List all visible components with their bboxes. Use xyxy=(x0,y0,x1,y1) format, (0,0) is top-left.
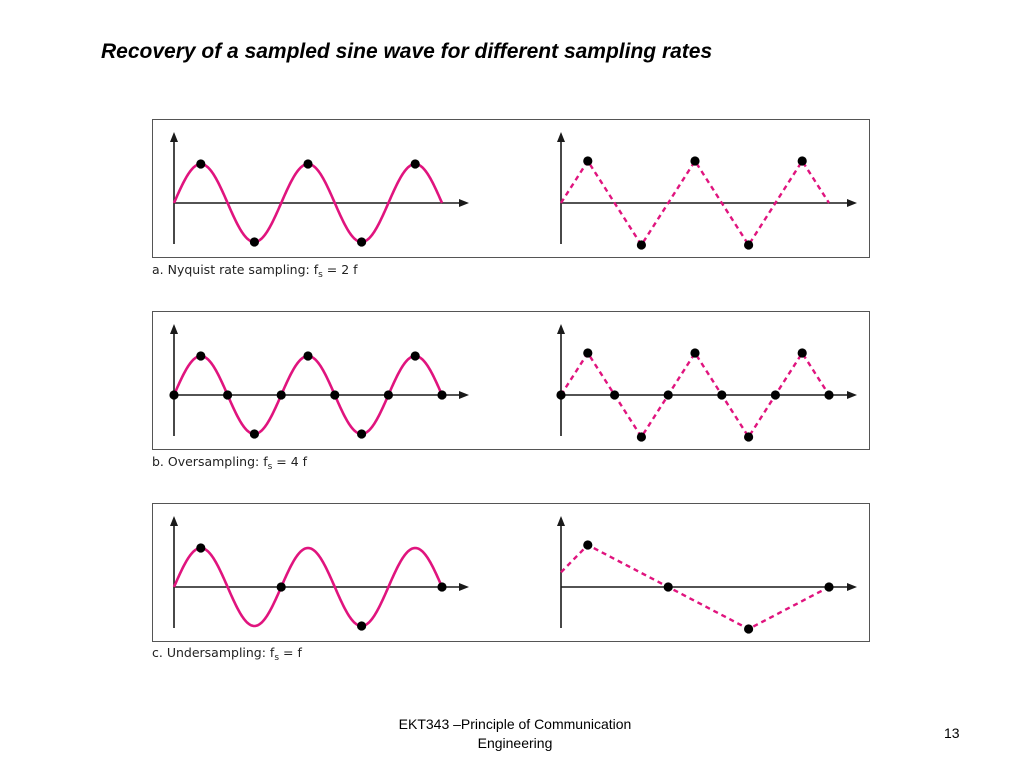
sample-dot-0 xyxy=(169,390,179,400)
caption-nyquist-suffix: = 2 f xyxy=(322,262,358,277)
caption-nyquist: a. Nyquist rate sampling: fs = 2 f xyxy=(152,262,358,280)
recovered-dot-3 xyxy=(824,582,834,592)
caption-undersampling-suffix: = f xyxy=(279,645,302,660)
recovered-dot-0 xyxy=(556,390,566,400)
recovered-dot-3 xyxy=(744,240,754,250)
right-y-axis-arrow xyxy=(557,516,565,526)
recovered-dot-0 xyxy=(583,156,593,166)
left-x-axis-arrow xyxy=(459,199,469,207)
panel-undersampling xyxy=(152,503,870,642)
footer-line-2: Engineering xyxy=(477,735,553,751)
caption-undersampling: c. Undersampling: fs = f xyxy=(152,645,302,663)
right-x-axis-arrow xyxy=(847,391,857,399)
caption-nyquist-prefix: a. Nyquist rate sampling: f xyxy=(152,262,319,277)
sample-dot-7 xyxy=(357,429,367,439)
sample-dot-2 xyxy=(303,159,313,169)
sample-dot-3 xyxy=(357,237,367,247)
slide-footer: EKT343 –Principle of Communication Engin… xyxy=(365,715,665,753)
sample-dot-10 xyxy=(437,390,447,400)
right-y-axis-arrow xyxy=(557,324,565,334)
caption-oversampling-sub: s xyxy=(267,462,273,472)
recovered-dot-6 xyxy=(717,390,727,400)
panel-undersampling-svg xyxy=(170,516,857,634)
recovered-dot-2 xyxy=(690,156,700,166)
recovered-dot-5 xyxy=(690,348,700,358)
sample-dot-4 xyxy=(410,159,420,169)
left-x-axis-arrow xyxy=(459,583,469,591)
sample-dot-0 xyxy=(196,159,206,169)
sample-dot-1 xyxy=(196,351,206,361)
recovered-dot-10 xyxy=(824,390,834,400)
recovered-dot-0 xyxy=(583,540,593,550)
sample-dot-0 xyxy=(196,543,206,553)
caption-oversampling: b. Oversampling: fs = 4 f xyxy=(152,454,308,472)
sample-dot-1 xyxy=(249,237,259,247)
panel-nyquist xyxy=(152,119,870,258)
slide-title: Recovery of a sampled sine wave for diff… xyxy=(101,40,713,63)
sample-dot-2 xyxy=(357,621,367,631)
recovered-dot-3 xyxy=(636,432,646,442)
sample-dot-3 xyxy=(437,582,447,592)
sample-dot-6 xyxy=(330,390,340,400)
right-y-axis-arrow xyxy=(557,132,565,142)
recovered-dot-4 xyxy=(797,156,807,166)
left-y-axis-arrow xyxy=(170,132,178,142)
left-y-axis-arrow xyxy=(170,516,178,526)
sample-dot-4 xyxy=(276,390,286,400)
sine-wave xyxy=(172,546,444,628)
panel-oversampling-svg xyxy=(169,324,857,442)
sample-dot-9 xyxy=(410,351,420,361)
sample-dot-3 xyxy=(249,429,259,439)
caption-nyquist-sub: s xyxy=(318,270,323,280)
recovered-dot-9 xyxy=(797,348,807,358)
recovered-dot-2 xyxy=(744,624,754,634)
sample-dot-1 xyxy=(276,582,286,592)
sample-dot-2 xyxy=(223,390,233,400)
footer-line-1: EKT343 –Principle of Communication xyxy=(398,716,632,732)
right-x-axis-arrow xyxy=(847,199,857,207)
panel-nyquist-svg xyxy=(170,132,857,250)
caption-undersampling-sub: s xyxy=(274,653,280,663)
recovered-dot-1 xyxy=(663,582,673,592)
recovered-wave xyxy=(559,350,831,440)
recovered-dot-1 xyxy=(583,348,593,358)
caption-oversampling-prefix: b. Oversampling: f xyxy=(152,454,268,469)
recovered-dot-8 xyxy=(770,390,781,400)
sample-dot-5 xyxy=(303,351,313,361)
recovered-dot-2 xyxy=(610,390,620,400)
left-y-axis-arrow xyxy=(170,324,178,334)
caption-undersampling-prefix: c. Undersampling: f xyxy=(152,645,275,660)
caption-oversampling-suffix: = 4 f xyxy=(272,454,308,469)
recovered-dot-1 xyxy=(636,240,646,250)
left-x-axis-arrow xyxy=(459,391,469,399)
right-x-axis-arrow xyxy=(847,583,857,591)
sample-dot-8 xyxy=(383,390,393,400)
panel-oversampling xyxy=(152,311,870,450)
recovered-dot-4 xyxy=(663,390,673,400)
page-number: 13 xyxy=(944,725,960,741)
recovered-dot-7 xyxy=(744,432,754,442)
